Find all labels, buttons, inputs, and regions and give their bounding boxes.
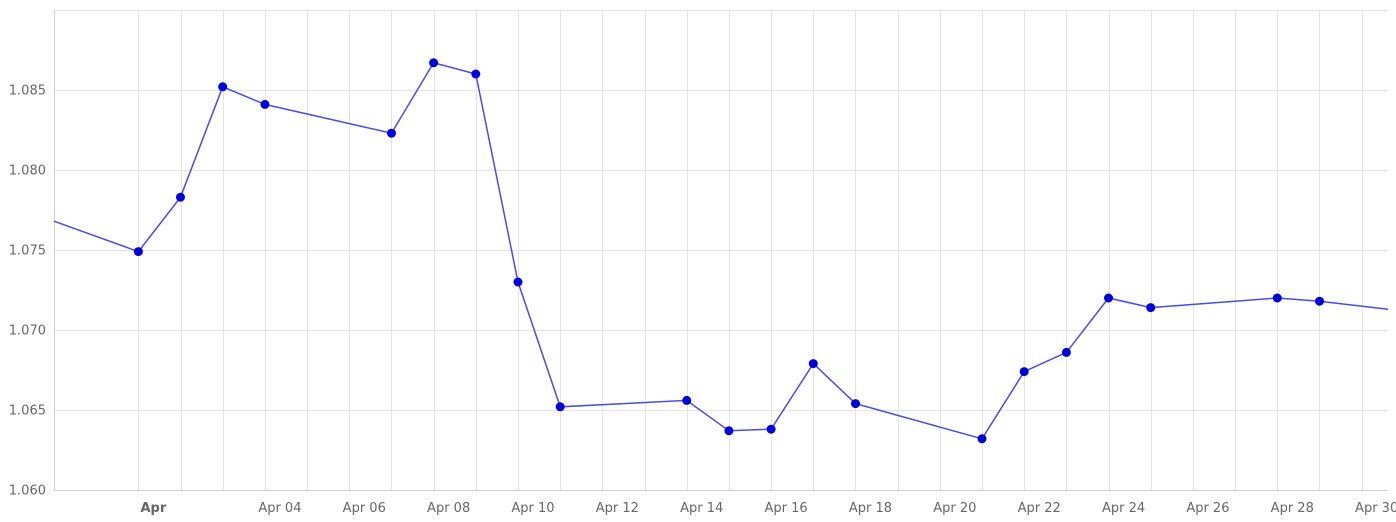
data-point xyxy=(1104,293,1113,303)
x-tick-label: Apr 16 xyxy=(765,501,808,516)
data-point xyxy=(1146,303,1156,313)
y-tick-label: 1.060 xyxy=(9,484,46,499)
data-point xyxy=(429,58,439,68)
x-tick-label: Apr 20 xyxy=(933,501,976,516)
data-point xyxy=(808,359,818,369)
x-tick-label: Apr 14 xyxy=(680,501,723,516)
data-point xyxy=(260,99,270,109)
axes xyxy=(54,10,1388,491)
data-point xyxy=(555,402,565,412)
data-point xyxy=(766,424,776,434)
tick-labels: 1.060 1.065 1.070 1.075 1.080 1.085 Apr Apr 04 A… xyxy=(9,84,1396,517)
x-tick-label: Apr xyxy=(140,501,166,516)
data-point xyxy=(513,277,523,287)
data-point xyxy=(724,426,734,436)
x-tick-label: Apr 12 xyxy=(596,501,639,516)
data-point xyxy=(387,128,396,138)
x-tick-label: Apr 06 xyxy=(343,501,386,516)
grid xyxy=(54,10,1388,491)
y-tick-label: 1.065 xyxy=(9,404,46,419)
x-tick-label: Apr 04 xyxy=(258,501,301,516)
data-point xyxy=(133,247,143,257)
x-tick-label: Apr 30 xyxy=(1355,501,1396,516)
y-tick-label: 1.085 xyxy=(9,84,46,99)
data-point xyxy=(851,399,860,409)
data-point xyxy=(1272,293,1282,303)
data-points xyxy=(133,58,1324,444)
x-tick-label: Apr 22 xyxy=(1018,501,1061,516)
x-tick-label: Apr 18 xyxy=(849,501,892,516)
data-point xyxy=(218,82,228,92)
x-tick-label: Apr 10 xyxy=(511,501,554,516)
y-tick-label: 1.070 xyxy=(9,324,46,339)
data-point xyxy=(471,69,481,79)
y-tick-label: 1.075 xyxy=(9,244,46,259)
data-point xyxy=(176,192,185,202)
data-point xyxy=(1061,347,1071,357)
x-tick-label: Apr 24 xyxy=(1102,501,1145,516)
x-tick-label: Apr 08 xyxy=(427,501,470,516)
data-point xyxy=(682,395,692,405)
data-point xyxy=(1019,367,1029,377)
data-point xyxy=(1315,296,1324,306)
data-point xyxy=(977,434,987,444)
x-tick-label: Apr 28 xyxy=(1271,501,1314,516)
y-tick-label: 1.080 xyxy=(9,164,46,179)
x-tick-label: Apr 26 xyxy=(1186,501,1229,516)
